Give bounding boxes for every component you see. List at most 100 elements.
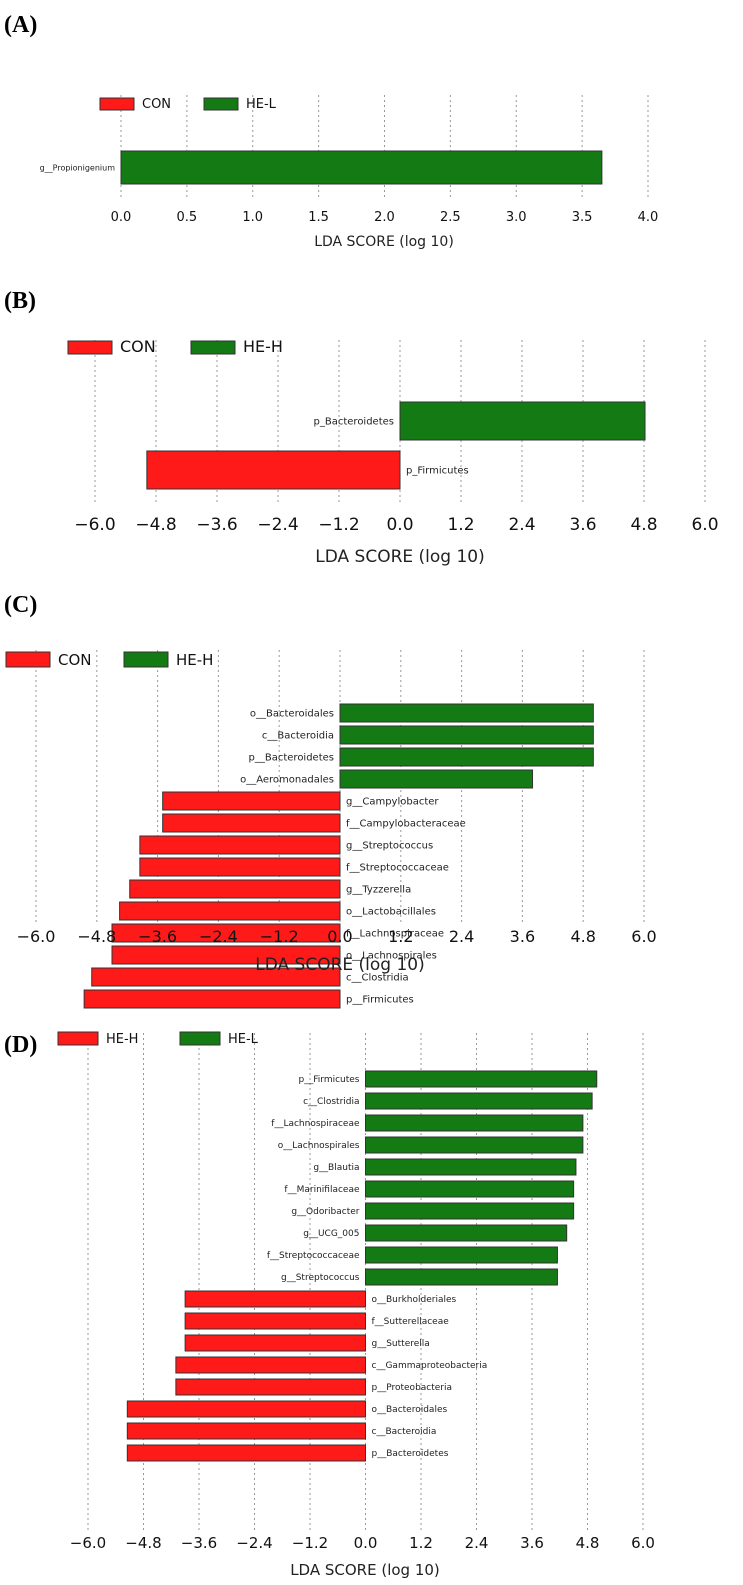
bar-label: f__Streptococcaceae xyxy=(267,1251,360,1261)
bar-label: g__Tyzzerella xyxy=(346,885,411,896)
tick-label: 2.5 xyxy=(440,210,461,225)
legend-label: CON xyxy=(120,337,156,356)
bar-label: g__Propionigenium xyxy=(40,163,116,172)
legend-swatch xyxy=(203,97,239,111)
bar-label: o__Bacteroidales xyxy=(250,709,334,720)
bar xyxy=(120,150,603,185)
tick-label: 2.4 xyxy=(508,515,535,535)
legend-label: CON xyxy=(142,97,171,112)
tick-label: −4.8 xyxy=(77,927,116,946)
panel-label: (C) xyxy=(4,592,37,618)
bar xyxy=(365,1158,577,1176)
tick-label: −1.2 xyxy=(318,515,359,535)
bar xyxy=(339,769,534,789)
chart-panel-3: (C) CON HE-H o__Bacteroidales c__Bacteroidia… xyxy=(4,592,657,1009)
bar-label: g__Streptococcus xyxy=(346,841,433,852)
bar xyxy=(139,835,341,855)
bar xyxy=(184,1290,366,1308)
legend-swatch xyxy=(5,651,51,668)
bar-label: c__Bacteroidia xyxy=(262,731,334,742)
tick-label: 4.8 xyxy=(630,515,657,535)
chart-panel-1: (A) CON HE-L g__Propionigenium 0.0 0.5 1.0 1.5 2… xyxy=(4,12,658,250)
tick-label: 0.0 xyxy=(354,1534,378,1552)
bar-label: p__Firmicutes xyxy=(346,995,414,1006)
legend-label: HE-L xyxy=(246,97,277,112)
bar xyxy=(129,879,341,899)
tick-label: 0.0 xyxy=(327,927,352,946)
legend-swatch xyxy=(67,340,113,355)
chart-panel-2: (B) CON HE-H p_Bacteroidetes p_Firmicutes −6.… xyxy=(4,288,719,567)
tick-label: −3.6 xyxy=(181,1534,217,1552)
bar xyxy=(339,703,594,723)
tick-label: 0.0 xyxy=(111,210,132,225)
bar xyxy=(365,1246,558,1264)
bar xyxy=(399,401,646,441)
bar-label: o__Lactobacillales xyxy=(346,907,436,918)
x-axis-title: LDA SCORE (log 10) xyxy=(255,955,425,975)
x-axis-title: LDA SCORE (log 10) xyxy=(290,1561,440,1579)
bar xyxy=(83,989,341,1009)
legend-label: HE-L xyxy=(228,1032,259,1047)
bar xyxy=(119,901,341,921)
bar-label: g__Streptococcus xyxy=(281,1273,360,1283)
tick-label: 1.5 xyxy=(308,210,329,225)
tick-label: 0.5 xyxy=(177,210,198,225)
tick-label: 3.0 xyxy=(506,210,527,225)
tick-label: −1.2 xyxy=(292,1534,328,1552)
bar xyxy=(162,791,341,811)
tick-label: 3.6 xyxy=(510,927,535,946)
tick-label: −4.8 xyxy=(125,1534,161,1552)
bar-label: p_Bacteroidetes xyxy=(314,417,394,428)
legend-swatch xyxy=(99,97,135,111)
bar xyxy=(365,1224,568,1242)
bar-label: p__Proteobacteria xyxy=(372,1383,453,1393)
bar-label: o__Lachnospirales xyxy=(346,951,437,962)
bar xyxy=(146,450,401,490)
legend-swatch xyxy=(179,1031,221,1046)
bar xyxy=(365,1268,558,1286)
tick-label: 6.0 xyxy=(631,927,656,946)
bar xyxy=(126,1444,366,1462)
legend-swatch xyxy=(123,651,169,668)
x-axis-title: LDA SCORE (log 10) xyxy=(314,234,454,250)
tick-label: 3.5 xyxy=(572,210,593,225)
bar-label: p__Firmicutes xyxy=(299,1075,360,1085)
tick-label: −4.8 xyxy=(135,515,176,535)
legend-label: HE-H xyxy=(106,1032,138,1047)
legend-swatch xyxy=(57,1031,99,1046)
bar xyxy=(139,857,341,877)
legend-label: CON xyxy=(58,651,92,669)
tick-label: 4.0 xyxy=(638,210,659,225)
bar xyxy=(365,1070,598,1088)
bar-label: p__Bacteroidetes xyxy=(372,1449,449,1459)
bar-label: p__Bacteroidetes xyxy=(249,753,334,764)
tick-label: 6.0 xyxy=(691,515,718,535)
tick-label: 1.2 xyxy=(447,515,474,535)
tick-label: −3.6 xyxy=(196,515,237,535)
tick-label: 3.6 xyxy=(520,1534,544,1552)
legend-label: HE-H xyxy=(176,651,213,669)
tick-label: 1.2 xyxy=(388,927,413,946)
bar xyxy=(91,967,341,987)
bar-label: o__Lachnospirales xyxy=(278,1141,360,1151)
bar xyxy=(365,1136,584,1154)
bar-label: f__Lachnospiraceae xyxy=(346,929,444,940)
bar-label: g__Odoribacter xyxy=(291,1207,359,1217)
tick-label: 1.2 xyxy=(409,1534,433,1552)
bar xyxy=(111,923,341,943)
bar xyxy=(111,945,341,965)
bar xyxy=(175,1378,366,1396)
tick-label: 6.0 xyxy=(631,1534,655,1552)
tick-label: −6.0 xyxy=(70,1534,106,1552)
tick-label: 0.0 xyxy=(386,515,413,535)
bar xyxy=(365,1180,575,1198)
bar xyxy=(162,813,341,833)
tick-label: −2.4 xyxy=(257,515,298,535)
bar-label: f__Lachnospiraceae xyxy=(271,1119,360,1129)
tick-label: −6.0 xyxy=(74,515,115,535)
tick-label: 4.8 xyxy=(570,927,595,946)
bar xyxy=(184,1312,366,1330)
bar xyxy=(126,1422,366,1440)
x-axis-title: LDA SCORE (log 10) xyxy=(315,547,485,567)
panel-label: (D) xyxy=(4,1032,37,1058)
